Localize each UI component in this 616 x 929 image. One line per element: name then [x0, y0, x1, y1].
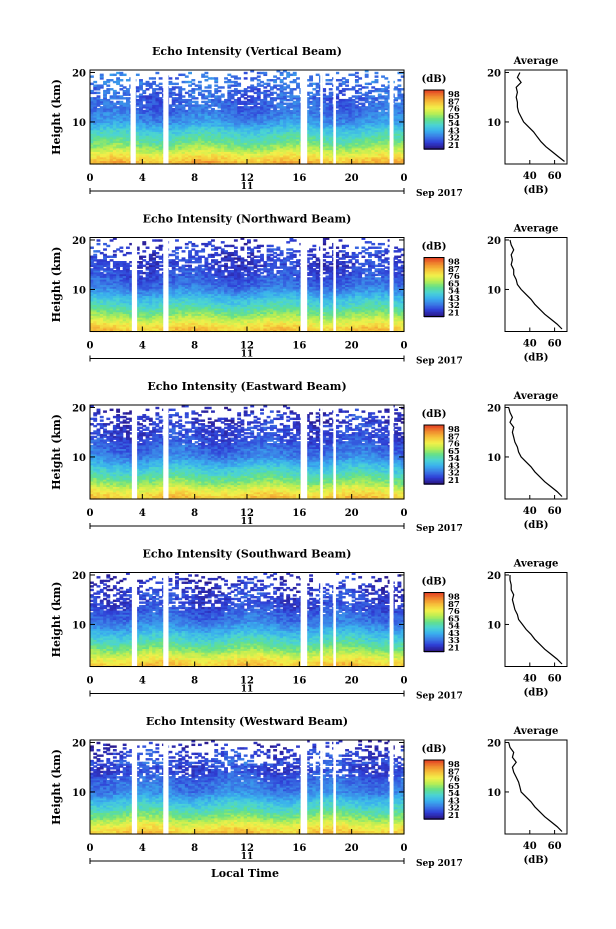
heatmap — [90, 70, 405, 165]
panel-0: Echo Intensity (Vertical Beam)1020Height… — [50, 45, 567, 199]
x-axis-label: Local Time — [211, 867, 279, 880]
figure-canvas: Local Time Echo Intensity (Vertical Beam… — [0, 0, 616, 929]
panel-title: Echo Intensity (Vertical Beam) — [152, 45, 342, 58]
